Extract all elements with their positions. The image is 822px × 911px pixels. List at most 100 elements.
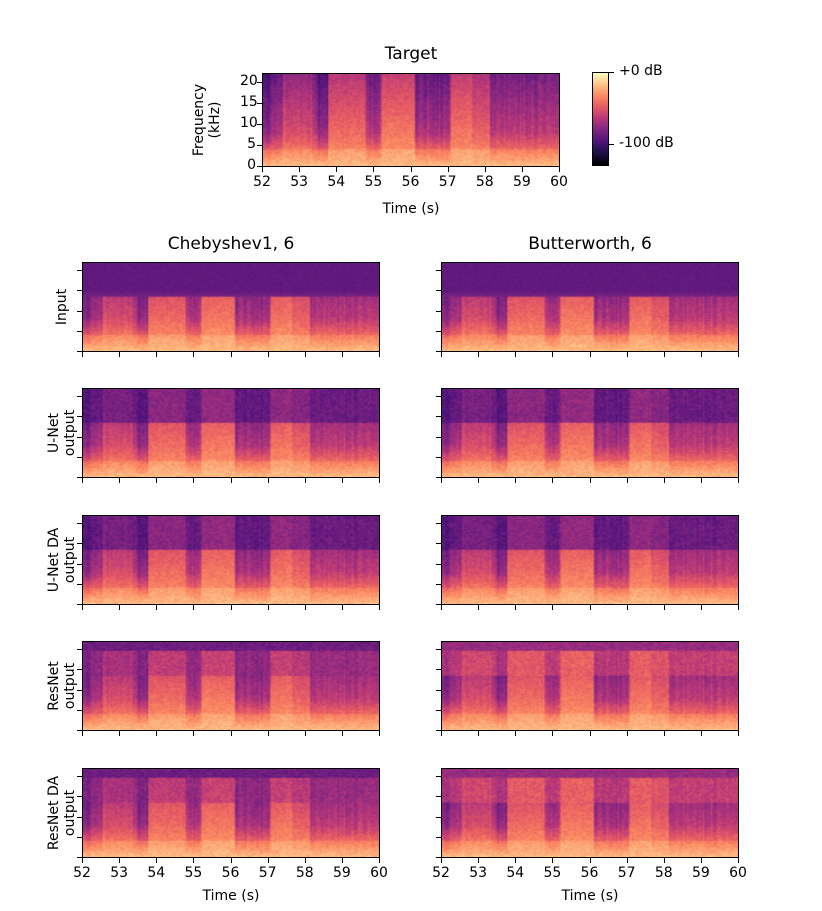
y-tick (77, 583, 82, 585)
y-tick (77, 796, 82, 798)
x-tick (484, 167, 486, 172)
x-tick (341, 858, 343, 863)
x-tick (478, 605, 480, 610)
row-label: ResNet DA output (46, 775, 78, 851)
x-tick-label: 57 (258, 865, 277, 881)
x-tick-label: 59 (691, 865, 710, 881)
y-tick (436, 523, 441, 525)
x-tick-label: 59 (512, 174, 531, 190)
x-tick (589, 605, 591, 610)
colorbar-tick (609, 72, 614, 73)
x-tick (262, 167, 263, 172)
y-tick (77, 836, 82, 838)
x-tick (379, 731, 380, 736)
x-tick (552, 352, 554, 357)
y-tick (77, 330, 82, 332)
x-tick (478, 352, 480, 357)
y-tick (77, 689, 82, 691)
x-tick (193, 605, 195, 610)
x-tick (478, 478, 480, 483)
x-tick-label: 55 (364, 174, 383, 190)
y-tick (436, 543, 441, 545)
target-spectrogram (262, 73, 560, 167)
x-tick-label: 54 (506, 865, 525, 881)
x-tick (156, 605, 158, 610)
y-tick (77, 290, 82, 292)
x-tick-label: 52 (253, 174, 271, 190)
x-tick (738, 605, 739, 610)
x-tick (379, 478, 380, 483)
x-tick-label: 56 (401, 174, 420, 190)
y-tick (436, 796, 441, 798)
x-tick (441, 858, 442, 863)
y-tick (77, 456, 82, 458)
spectrogram-panel (441, 388, 739, 478)
y-tick-label: 15 (240, 93, 258, 110)
x-tick (447, 167, 449, 172)
x-tick (663, 352, 665, 357)
x-tick (304, 858, 306, 863)
x-tick-label: 52 (73, 865, 91, 881)
row-label: U-Net output (46, 409, 78, 457)
x-tick (589, 478, 591, 483)
x-tick (156, 731, 158, 736)
y-tick (77, 563, 82, 565)
x-tick-label: 58 (295, 865, 314, 881)
y-tick-label: 20 (240, 72, 258, 89)
x-tick (626, 605, 628, 610)
x-tick (193, 731, 195, 736)
x-tick (82, 731, 83, 736)
x-tick-label: 58 (654, 865, 673, 881)
y-tick (77, 669, 82, 671)
y-tick (436, 776, 441, 778)
spectrogram-panel-image (83, 516, 379, 604)
spectrogram-panel (82, 262, 380, 352)
y-tick (436, 816, 441, 818)
x-tick (552, 731, 554, 736)
y-tick (257, 166, 262, 167)
y-tick (77, 857, 82, 858)
spectrogram-panel-image (442, 516, 738, 604)
x-tick (663, 605, 665, 610)
x-tick (700, 352, 702, 357)
x-tick (552, 478, 554, 483)
spectrogram-panel-image (83, 389, 379, 477)
y-tick (436, 290, 441, 292)
y-tick (77, 396, 82, 398)
spectrogram-panel (441, 262, 739, 352)
x-tick (193, 478, 195, 483)
spectrogram-panel-image (83, 769, 379, 857)
x-tick-label: 52 (432, 865, 450, 881)
x-tick (156, 478, 158, 483)
x-tick (559, 167, 560, 172)
x-tick (738, 352, 739, 357)
x-tick (663, 731, 665, 736)
x-tick (336, 167, 338, 172)
x-tick (738, 731, 739, 736)
x-tick (119, 352, 121, 357)
row-label: U-Net DA output (46, 527, 78, 593)
spectrogram-panel (82, 641, 380, 731)
y-tick (436, 649, 441, 651)
x-tick (515, 731, 517, 736)
x-tick (82, 352, 83, 357)
x-tick (341, 352, 343, 357)
y-tick-label: 5 (247, 135, 256, 152)
row-label: ResNet output (46, 661, 78, 711)
y-tick (77, 270, 82, 272)
spectrogram-panel-image (83, 642, 379, 730)
y-tick (436, 604, 441, 605)
x-tick (304, 352, 306, 357)
y-tick (436, 436, 441, 438)
x-tick (230, 605, 232, 610)
x-tick (373, 167, 375, 172)
y-tick (77, 649, 82, 651)
x-tick (299, 167, 301, 172)
spectrogram-panel-image (442, 769, 738, 857)
x-tick (230, 352, 232, 357)
y-tick (436, 396, 441, 398)
y-tick (77, 709, 82, 711)
y-tick (77, 816, 82, 818)
x-tick (230, 858, 232, 863)
x-tick (341, 478, 343, 483)
